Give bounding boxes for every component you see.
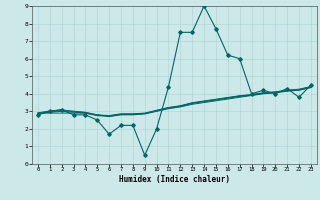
X-axis label: Humidex (Indice chaleur): Humidex (Indice chaleur) xyxy=(119,175,230,184)
